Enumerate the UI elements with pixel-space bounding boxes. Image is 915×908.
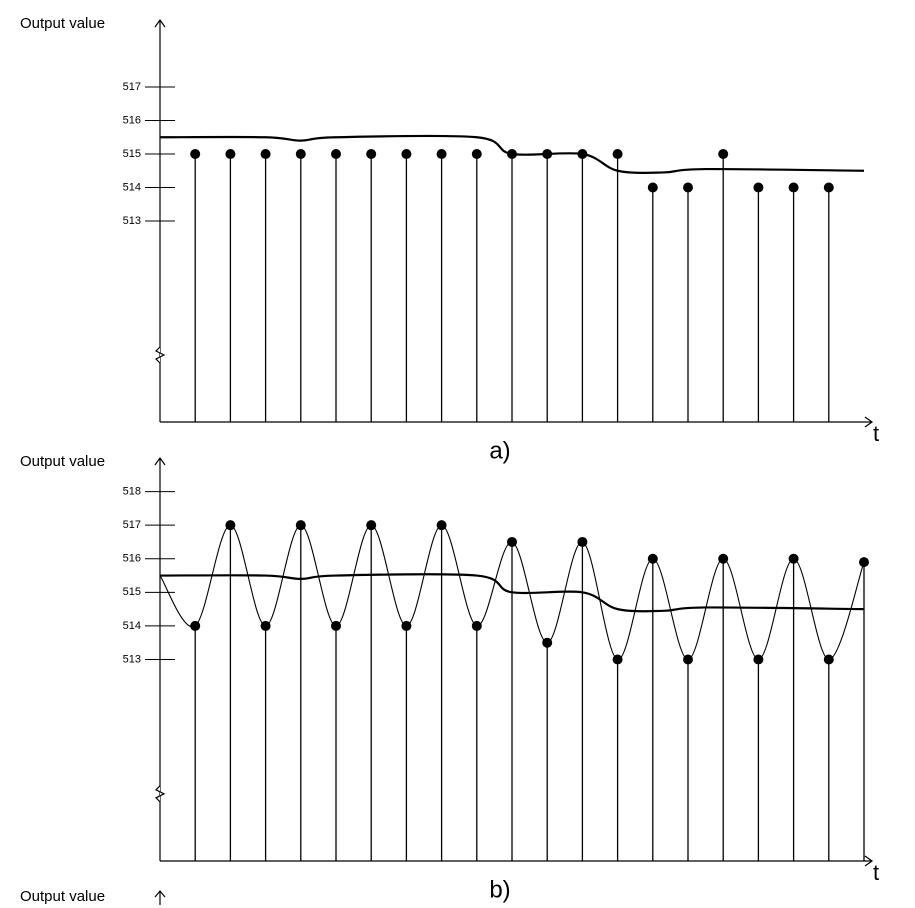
sample-dot (436, 149, 447, 159)
y-axis-label: Output value (20, 888, 105, 905)
sample-dot (190, 149, 201, 159)
y-axis-label: Output value (20, 453, 105, 470)
y-tick-label: 514 (123, 620, 141, 632)
sample-dot (471, 149, 482, 159)
y-tick-label: 513 (123, 653, 141, 665)
sample-dot (366, 149, 377, 159)
caption: a) (489, 437, 510, 464)
output-curve (159, 524, 865, 661)
reference-line (159, 134, 865, 174)
y-tick-label: 513 (123, 215, 141, 227)
sample-dot (401, 149, 412, 159)
y-tick-label: 515 (123, 148, 141, 160)
reference-line (159, 573, 865, 613)
axis-break (154, 346, 166, 364)
sample-dot (331, 149, 341, 159)
sample-dot (225, 149, 236, 159)
sample-dot (718, 149, 729, 159)
y-tick-label: 515 (123, 586, 141, 598)
axis-break (154, 785, 166, 803)
y-axis-label: Output value (20, 15, 105, 32)
x-axis (160, 855, 874, 867)
x-axis-label: t (873, 421, 879, 446)
y-tick-label: 516 (123, 553, 141, 565)
y-tick-label: 517 (123, 519, 141, 531)
sample-dot (295, 149, 306, 159)
sample-dot (683, 182, 693, 193)
sample-dot (260, 149, 271, 159)
sample-dot (647, 182, 658, 193)
axis-arrow (154, 890, 166, 905)
sample-dot (753, 182, 764, 193)
y-tick-label: 514 (123, 181, 141, 193)
y-tick-label: 518 (123, 485, 141, 497)
y-tick-label: 516 (123, 114, 141, 126)
sample-dot (788, 182, 799, 193)
sample-dot (612, 149, 623, 159)
caption: b) (489, 876, 510, 903)
x-axis-label: t (873, 860, 879, 885)
y-tick-label: 517 (123, 81, 141, 93)
x-axis (160, 416, 874, 428)
sample-dot (823, 182, 834, 193)
